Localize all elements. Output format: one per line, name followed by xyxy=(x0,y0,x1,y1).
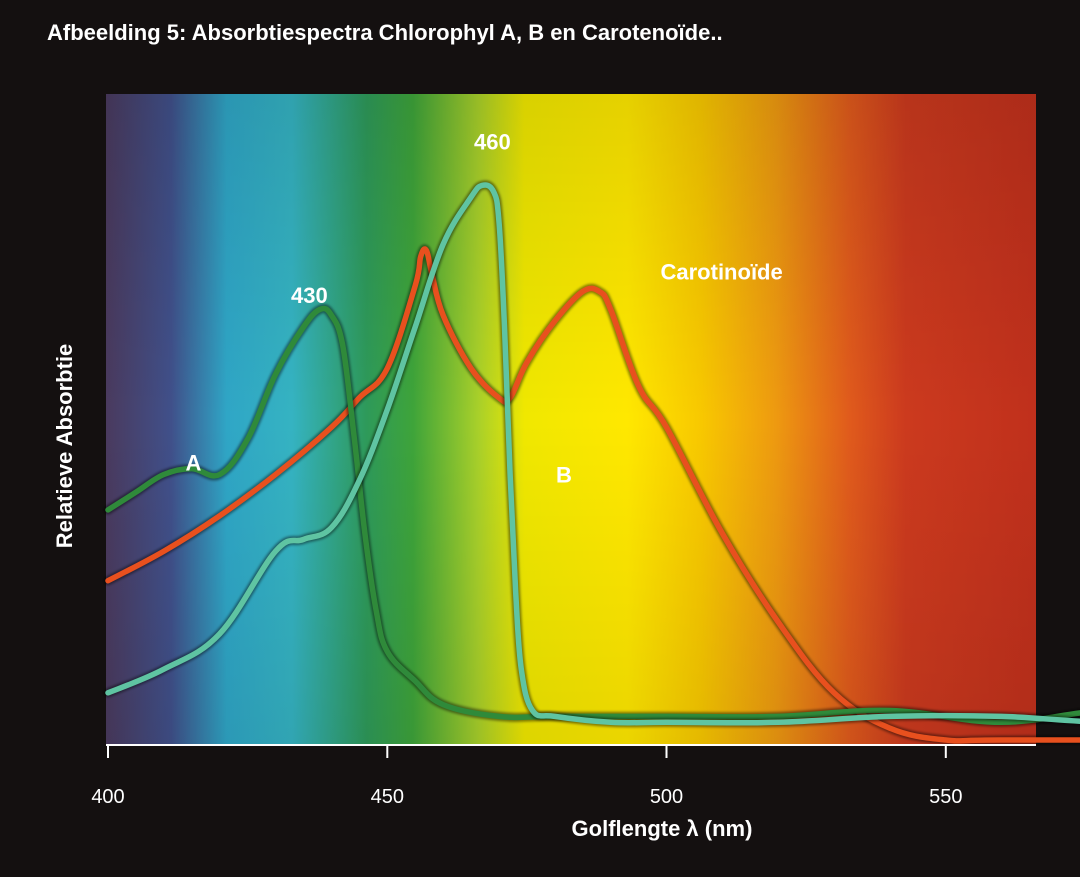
plot-area xyxy=(106,94,1036,745)
chart-title: Afbeelding 5: Absorbtiespectra Chlorophy… xyxy=(47,20,723,45)
x-tick-label: 550 xyxy=(929,786,962,808)
annotation-label: B xyxy=(556,463,572,488)
spectrum-shade xyxy=(106,94,1036,745)
annotation-label: A xyxy=(185,451,201,476)
series-layer xyxy=(103,180,1080,746)
x-axis-label: Golflengte λ (nm) xyxy=(572,816,753,841)
x-ticks: 400450500550600650700 xyxy=(91,745,962,808)
annotation-label: 430 xyxy=(291,283,328,308)
x-tick-label: 450 xyxy=(371,786,404,808)
carotenoide-line xyxy=(105,246,1080,744)
chlorophyl-a-line xyxy=(105,305,1080,726)
annotation-label: Carotinoïde xyxy=(661,260,783,285)
annotation-layer: 430460CarotinoïdeAB660640 xyxy=(185,130,783,488)
chlorophyl-b-line xyxy=(105,182,1080,726)
y-axis-label: Relatieve Absorbtie xyxy=(52,344,77,549)
x-tick-label: 500 xyxy=(650,786,683,808)
x-tick-label: 400 xyxy=(91,786,124,808)
annotation-label: 460 xyxy=(474,130,511,155)
